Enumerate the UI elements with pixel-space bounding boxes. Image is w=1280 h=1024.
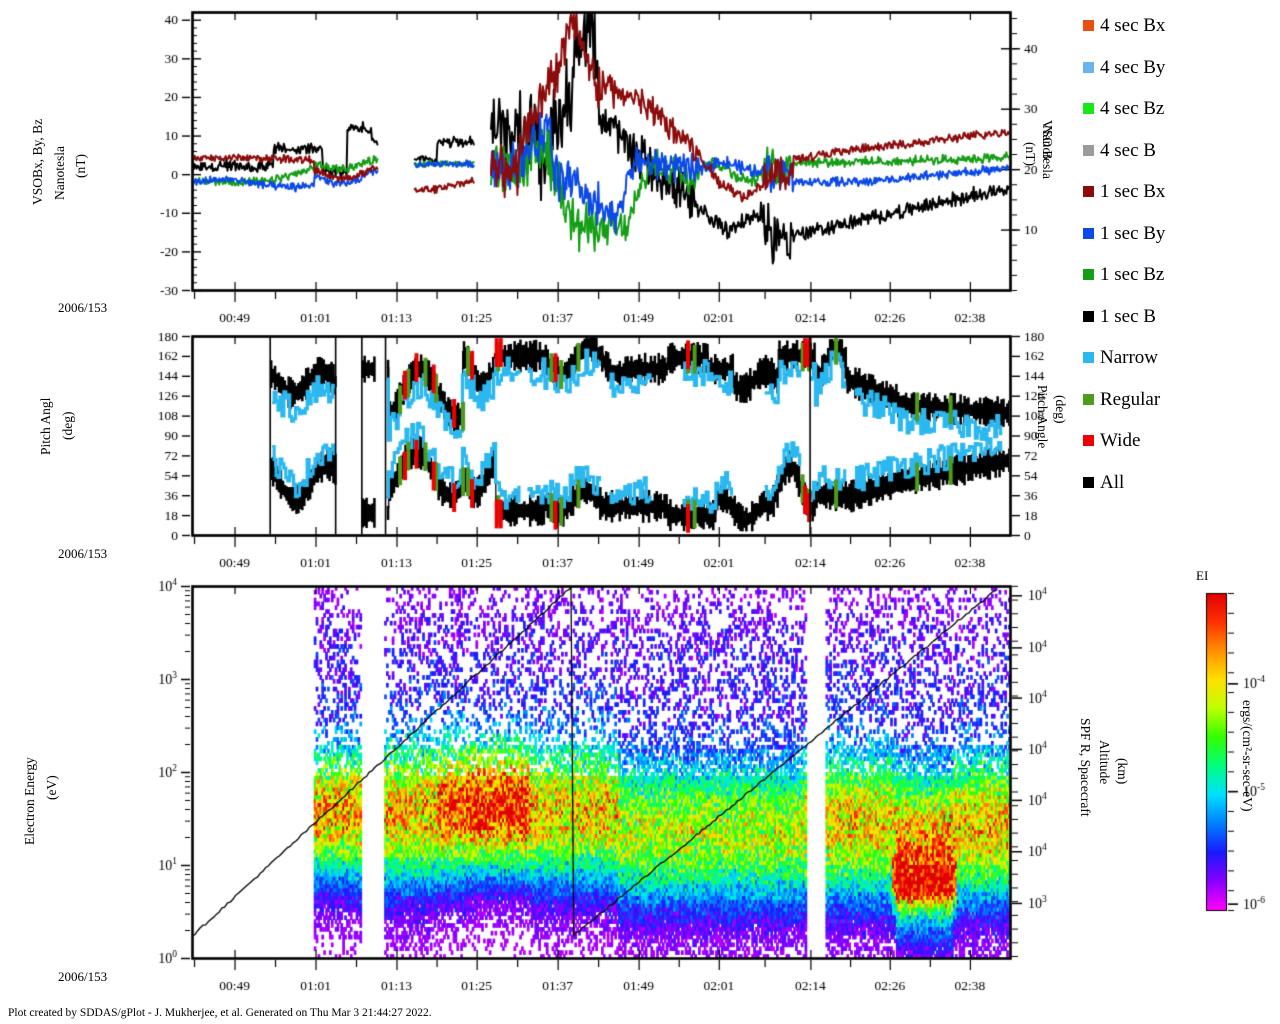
panel2-y-right-title: Pitch Angle bbox=[1035, 385, 1050, 449]
panel1-y-right-units: Nanotesla bbox=[1040, 125, 1055, 179]
legend-label: Wide bbox=[1100, 430, 1141, 451]
colorbar-units-text: ergs/(cm²-sr-sec-eV) bbox=[1240, 700, 1255, 812]
panel2-y-right-units2: (deg) bbox=[1053, 395, 1068, 424]
legend-label: Narrow bbox=[1100, 347, 1159, 368]
legend-label: 1 sec B bbox=[1100, 305, 1156, 327]
colorbar-title: EI bbox=[1196, 568, 1209, 583]
legend-item-1-sec-by[interactable]: 1 sec By bbox=[1083, 224, 1165, 243]
legend-swatch-icon bbox=[1083, 227, 1094, 239]
legend-item-all[interactable]: All bbox=[1083, 473, 1124, 492]
panel2-y-left-units2: (deg) bbox=[60, 411, 75, 440]
legend-item-narrow[interactable]: Narrow bbox=[1083, 348, 1158, 367]
legend-item-4-sec-bz[interactable]: 4 sec Bz bbox=[1083, 99, 1164, 118]
panel3-y-left-units2: (eV) bbox=[44, 775, 59, 800]
legend-swatch-icon bbox=[1083, 61, 1094, 73]
footer-credit: Plot created by SDDAS/gPlot - J. Mukherj… bbox=[8, 1007, 432, 1019]
legend-label: Regular bbox=[1100, 388, 1161, 410]
panel2-date-label: 2006/153 bbox=[58, 546, 108, 561]
legend-swatch-icon bbox=[1083, 269, 1094, 280]
colorbar-units-label: ergs/(cm²-sr-sec-eV) bbox=[1239, 700, 1255, 811]
panel1-y-left-title: VSOBx, By, Bz bbox=[30, 118, 45, 205]
legend-swatch-icon bbox=[1083, 144, 1094, 156]
legend-label: 4 sec Bz bbox=[1100, 98, 1165, 119]
legend-item-4-sec-bx[interactable]: 4 sec Bx bbox=[1083, 16, 1165, 35]
legend-item-1-sec-bx[interactable]: 1 sec Bx bbox=[1083, 182, 1165, 201]
panel2-y-left-title: Pitch Angl bbox=[38, 397, 53, 455]
legend-label: 1 sec Bz bbox=[1100, 264, 1165, 285]
panel3-y-right-units2: (km) bbox=[1115, 758, 1130, 785]
legend-item-1-sec-bz[interactable]: 1 sec Bz bbox=[1083, 265, 1164, 284]
legend-label: 4 sec Bx bbox=[1100, 15, 1166, 36]
panel3-date-label: 2006/153 bbox=[58, 969, 108, 984]
panel3-y-right-title2: Altitude bbox=[1097, 740, 1112, 785]
legend-swatch-icon bbox=[1083, 352, 1094, 363]
panel3-y-right-title: SPF R, Spacecraft bbox=[1078, 718, 1093, 817]
legend-swatch-icon bbox=[1083, 393, 1094, 405]
legend-swatch-icon bbox=[1083, 20, 1094, 31]
legend-label: 1 sec By bbox=[1100, 222, 1166, 244]
legend-item-4-sec-b[interactable]: 4 sec B bbox=[1083, 141, 1156, 160]
legend-swatch-icon bbox=[1083, 310, 1094, 322]
panel1-y-right-units2: (nT) bbox=[1023, 142, 1038, 166]
legend-label: 1 sec Bx bbox=[1100, 181, 1166, 202]
legend-swatch-icon bbox=[1083, 103, 1094, 114]
legend-swatch-icon bbox=[1083, 435, 1094, 446]
legend-item-regular[interactable]: Regular bbox=[1083, 390, 1160, 409]
legend-item-4-sec-by[interactable]: 4 sec By bbox=[1083, 58, 1165, 77]
legend-swatch-icon bbox=[1083, 186, 1094, 197]
panel1-y-left-units2: (nT) bbox=[73, 154, 88, 178]
panel1-y-left-units: Nanotesla bbox=[52, 146, 67, 200]
legend-label: All bbox=[1100, 471, 1125, 493]
panel1-date-label: 2006/153 bbox=[58, 300, 108, 315]
panel3-y-left-title: Electron Energy bbox=[22, 757, 37, 845]
legend-label: 4 sec B bbox=[1100, 139, 1156, 161]
legend-label: 4 sec By bbox=[1100, 56, 1166, 78]
legend-item-1-sec-b[interactable]: 1 sec B bbox=[1083, 307, 1156, 326]
legend-swatch-icon bbox=[1083, 476, 1094, 488]
legend-item-wide[interactable]: Wide bbox=[1083, 431, 1140, 450]
